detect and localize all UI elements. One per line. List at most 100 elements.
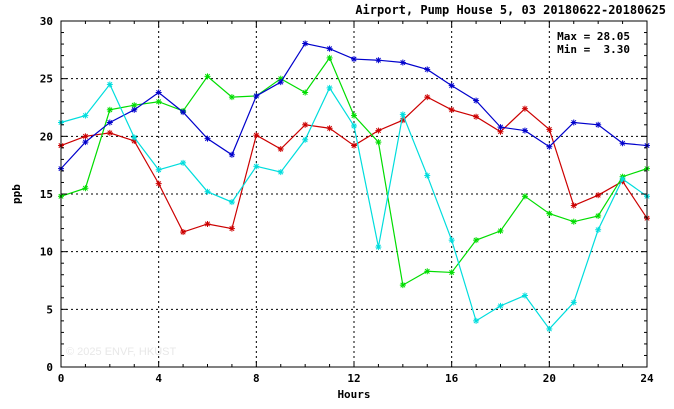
- data-point: [546, 143, 553, 150]
- data-point: [473, 237, 480, 244]
- chart-title: Airport, Pump House 5, 03 20180622-20180…: [355, 3, 666, 17]
- marker-stroke: [156, 99, 162, 105]
- marker-stroke: [229, 152, 235, 158]
- data-point: [82, 139, 89, 146]
- data-point: [106, 106, 113, 113]
- marker-stroke: [278, 79, 284, 85]
- data-point: [302, 136, 309, 143]
- data-point: [399, 111, 406, 118]
- marker-stroke: [302, 137, 308, 143]
- data-point: [351, 122, 357, 129]
- marker-stroke: [571, 119, 577, 126]
- marker-stroke: [571, 202, 577, 209]
- x-tick-label: 16: [445, 372, 459, 385]
- data-point: [204, 220, 211, 227]
- data-point: [619, 176, 626, 183]
- x-tick-label: 24: [640, 372, 654, 385]
- data-point: [131, 106, 138, 113]
- data-point: [351, 56, 357, 63]
- data-point: [521, 105, 528, 112]
- marker-stroke: [204, 136, 211, 142]
- marker-stroke: [82, 185, 88, 191]
- marker-stroke: [546, 144, 552, 150]
- marker-stroke: [424, 172, 430, 179]
- data-point: [302, 121, 309, 128]
- marker-stroke: [424, 66, 430, 72]
- marker-stroke: [107, 107, 113, 113]
- marker-stroke: [204, 221, 211, 227]
- marker-stroke: [595, 213, 601, 219]
- data-point: [326, 84, 333, 91]
- marker-stroke: [204, 73, 211, 79]
- marker-stroke: [571, 299, 577, 305]
- marker-stroke: [156, 167, 162, 173]
- data-point: [228, 94, 235, 101]
- data-point: [448, 106, 455, 113]
- marker-stroke: [497, 303, 504, 309]
- data-point: [302, 40, 309, 47]
- marker-stroke: [595, 227, 601, 233]
- data-point: [424, 172, 431, 179]
- y-tick-label: 20: [40, 130, 53, 143]
- min-label: Min = 3.30: [557, 43, 630, 56]
- data-point: [497, 302, 504, 309]
- marker-stroke: [522, 106, 528, 112]
- marker-stroke: [497, 129, 504, 135]
- tick-labels: 0 4 8 12 16 20 24 0 5 10 15 20 25 30: [40, 15, 654, 385]
- marker-stroke: [278, 169, 284, 175]
- marker-stroke: [327, 46, 333, 52]
- marker-stroke: [620, 140, 626, 146]
- y-tick-label: 0: [46, 361, 53, 374]
- data-point: [326, 45, 333, 52]
- max-label: Max = 28.05: [557, 30, 630, 43]
- watermark-text: © 2025 ENVF, HKUST: [66, 346, 177, 358]
- marker-stroke: [351, 123, 357, 129]
- stats-box: Max = 28.05 Min = 3.30: [557, 30, 630, 56]
- marker-stroke: [522, 292, 528, 299]
- x-tick-label: 8: [253, 372, 260, 385]
- marker-stroke: [156, 181, 162, 187]
- marker-stroke: [375, 128, 381, 134]
- data-point: [351, 142, 357, 149]
- data-point: [106, 81, 113, 88]
- data-point: [595, 121, 602, 128]
- data-point: [448, 269, 455, 276]
- marker-stroke: [204, 189, 211, 195]
- y-axis-label: ppb: [10, 184, 23, 204]
- marker-stroke: [400, 111, 406, 117]
- data-point: [473, 97, 480, 104]
- data-point: [546, 126, 553, 133]
- marker-stroke: [180, 160, 186, 166]
- data-point: [155, 166, 162, 173]
- marker-stroke: [473, 98, 479, 104]
- marker-stroke: [449, 107, 455, 113]
- marker-stroke: [546, 126, 552, 132]
- data-point: [424, 94, 431, 101]
- marker-stroke: [253, 93, 259, 99]
- data-point: [351, 112, 357, 119]
- data-point: [253, 92, 260, 99]
- data-point: [570, 299, 577, 306]
- marker-stroke: [424, 268, 430, 274]
- marker-stroke: [156, 89, 162, 96]
- marker-stroke: [107, 130, 113, 136]
- marker-stroke: [302, 122, 308, 128]
- data-point: [448, 82, 455, 89]
- y-tick-label: 25: [40, 73, 53, 86]
- y-tick-label: 30: [40, 15, 53, 28]
- data-point: [326, 54, 333, 61]
- data-point: [375, 244, 382, 251]
- data-point: [253, 163, 260, 170]
- marker-stroke: [253, 132, 259, 138]
- data-point: [521, 193, 528, 200]
- data-point: [155, 98, 162, 105]
- data-point: [375, 57, 382, 64]
- y-tick-label: 15: [40, 188, 53, 201]
- marker-stroke: [180, 229, 186, 235]
- data-point: [277, 169, 284, 176]
- marker-stroke: [131, 102, 137, 108]
- marker-stroke: [375, 139, 381, 145]
- data-point: [106, 129, 113, 136]
- data-point: [595, 226, 602, 233]
- data-point: [228, 225, 235, 232]
